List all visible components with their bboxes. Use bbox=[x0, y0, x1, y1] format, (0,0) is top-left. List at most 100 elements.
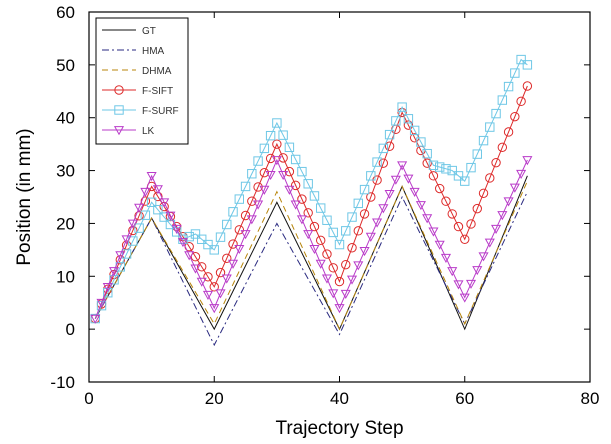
series-point bbox=[497, 211, 508, 221]
series-point bbox=[516, 96, 526, 107]
series-point bbox=[415, 201, 426, 211]
series-point bbox=[491, 224, 502, 234]
series-point bbox=[441, 196, 451, 206]
series-point bbox=[434, 240, 445, 250]
series-point bbox=[503, 127, 514, 137]
series-point bbox=[422, 148, 432, 159]
legend-label: HMA bbox=[142, 46, 165, 57]
legend-item: F-SIFT bbox=[102, 85, 173, 97]
series-point bbox=[203, 272, 213, 282]
series-point bbox=[297, 194, 307, 204]
series-point bbox=[510, 68, 520, 78]
series-point bbox=[478, 252, 489, 262]
series-point bbox=[209, 245, 219, 255]
y-tick-label: 30 bbox=[56, 162, 75, 181]
series-point bbox=[215, 267, 226, 278]
series-point bbox=[516, 169, 527, 179]
series-point bbox=[316, 235, 326, 246]
legend-marker bbox=[114, 85, 124, 95]
series-point bbox=[403, 120, 414, 130]
series-point bbox=[234, 244, 245, 255]
x-tick-label: 40 bbox=[330, 389, 349, 408]
series-point bbox=[522, 81, 533, 91]
series-point bbox=[134, 203, 145, 213]
series-point bbox=[146, 171, 157, 182]
series-point bbox=[222, 219, 232, 230]
series-line bbox=[94, 180, 528, 331]
series-point bbox=[472, 266, 483, 276]
series-point bbox=[378, 143, 389, 154]
series-point bbox=[184, 231, 194, 242]
series-point bbox=[96, 298, 107, 308]
series-point bbox=[334, 276, 345, 287]
series-point bbox=[152, 185, 163, 195]
series-point bbox=[390, 175, 401, 185]
series-line bbox=[94, 58, 528, 319]
series-point bbox=[278, 153, 288, 163]
series-point bbox=[203, 239, 213, 250]
series-line bbox=[94, 158, 528, 319]
series-point bbox=[372, 157, 382, 167]
series-point bbox=[171, 224, 182, 234]
series-point bbox=[497, 142, 508, 153]
series-point bbox=[366, 171, 376, 181]
series-line bbox=[94, 191, 528, 347]
x-tick-label: 0 bbox=[84, 389, 93, 408]
series-point bbox=[253, 182, 263, 192]
series-point bbox=[290, 180, 301, 191]
series-dhma bbox=[94, 180, 528, 331]
series-point bbox=[460, 234, 470, 244]
series-point bbox=[422, 214, 433, 224]
series-hma bbox=[94, 191, 528, 347]
series-point bbox=[359, 184, 370, 195]
series-point bbox=[497, 95, 508, 105]
series-point bbox=[366, 192, 376, 202]
series-point bbox=[190, 229, 201, 239]
series-gt bbox=[94, 175, 528, 331]
series-point bbox=[128, 225, 138, 236]
series-point bbox=[478, 135, 489, 146]
series-point bbox=[284, 185, 295, 195]
series-point bbox=[435, 162, 445, 172]
x-tick-label: 20 bbox=[205, 389, 224, 408]
series-point bbox=[341, 226, 351, 236]
legend-label: DHMA bbox=[142, 66, 172, 77]
series-point bbox=[334, 239, 345, 250]
series-point bbox=[303, 179, 313, 189]
series-point bbox=[322, 215, 332, 225]
series-point bbox=[127, 219, 138, 229]
series-point bbox=[103, 288, 113, 298]
x-tick-label: 60 bbox=[455, 389, 474, 408]
x-tick-label: 80 bbox=[581, 389, 600, 408]
series-point bbox=[159, 198, 170, 208]
series-point bbox=[491, 157, 501, 168]
series-point bbox=[303, 230, 314, 240]
series-point bbox=[435, 183, 445, 194]
series-point bbox=[90, 314, 101, 324]
series-point bbox=[353, 226, 363, 236]
series-point bbox=[209, 282, 219, 292]
series-point bbox=[453, 280, 464, 290]
legend-label: GT bbox=[142, 26, 156, 37]
series-point bbox=[509, 183, 520, 193]
series-point bbox=[428, 160, 439, 170]
legend-marker bbox=[114, 105, 124, 115]
series-point bbox=[416, 137, 426, 147]
series-point bbox=[422, 158, 432, 168]
series-point bbox=[466, 219, 476, 229]
legend-item: F-SURF bbox=[102, 105, 179, 117]
series-point bbox=[259, 143, 270, 154]
series-point bbox=[472, 149, 482, 159]
y-tick-label: 20 bbox=[56, 214, 75, 233]
series-point bbox=[403, 114, 414, 124]
series-point bbox=[184, 251, 195, 261]
y-tick-label: 40 bbox=[56, 109, 75, 128]
series-point bbox=[227, 259, 239, 269]
series-point bbox=[460, 176, 470, 186]
series-point bbox=[365, 232, 376, 242]
series-point bbox=[391, 116, 401, 126]
series-point bbox=[378, 158, 389, 168]
series-point bbox=[316, 203, 326, 213]
series-point bbox=[466, 162, 476, 173]
